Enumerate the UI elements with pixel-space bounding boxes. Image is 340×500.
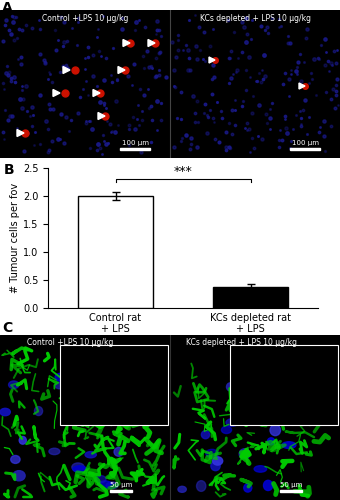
Ellipse shape (264, 480, 273, 490)
Polygon shape (63, 66, 70, 73)
Ellipse shape (197, 480, 206, 492)
Ellipse shape (106, 482, 118, 488)
Text: 100 μm: 100 μm (291, 140, 319, 146)
Text: C: C (2, 320, 12, 334)
Ellipse shape (247, 370, 256, 381)
Ellipse shape (92, 378, 105, 388)
Ellipse shape (239, 358, 251, 368)
Text: Control +LPS 10 μg/kg: Control +LPS 10 μg/kg (27, 338, 113, 347)
Ellipse shape (123, 360, 136, 368)
Polygon shape (53, 90, 60, 96)
Text: 50 μm: 50 μm (280, 482, 302, 488)
Bar (120, 148, 150, 150)
Text: ***: *** (174, 164, 192, 177)
Ellipse shape (178, 486, 186, 492)
Ellipse shape (268, 438, 275, 445)
Ellipse shape (95, 476, 106, 483)
Ellipse shape (72, 463, 84, 471)
Ellipse shape (0, 408, 10, 416)
Ellipse shape (244, 484, 252, 492)
Text: 50 μm: 50 μm (110, 482, 132, 488)
Polygon shape (17, 130, 24, 136)
Ellipse shape (211, 462, 220, 470)
Ellipse shape (76, 396, 88, 404)
Ellipse shape (11, 456, 20, 464)
Ellipse shape (282, 442, 296, 448)
Bar (290, 148, 320, 150)
Polygon shape (93, 90, 100, 96)
Text: Control +LPS 10 μg/kg: Control +LPS 10 μg/kg (42, 14, 128, 23)
Ellipse shape (201, 430, 210, 438)
Ellipse shape (282, 394, 290, 403)
Ellipse shape (290, 379, 303, 390)
Ellipse shape (75, 362, 88, 372)
Bar (230, 345, 338, 425)
Ellipse shape (61, 370, 72, 377)
Polygon shape (98, 112, 105, 119)
Text: KCs depleted + LPS 10 μg/kg: KCs depleted + LPS 10 μg/kg (187, 338, 298, 347)
Ellipse shape (55, 374, 65, 381)
Text: A: A (2, 0, 13, 14)
Ellipse shape (150, 372, 163, 380)
Ellipse shape (99, 481, 112, 488)
Polygon shape (118, 66, 125, 73)
Ellipse shape (125, 394, 132, 404)
Ellipse shape (19, 436, 26, 444)
Ellipse shape (239, 448, 250, 459)
Polygon shape (299, 83, 305, 89)
Bar (60, 345, 168, 425)
Ellipse shape (254, 466, 267, 472)
Bar (110, 490, 132, 492)
Ellipse shape (226, 418, 238, 426)
Ellipse shape (13, 470, 25, 481)
Ellipse shape (254, 397, 265, 404)
Polygon shape (209, 57, 215, 63)
Ellipse shape (120, 370, 131, 378)
Ellipse shape (206, 450, 218, 458)
Ellipse shape (118, 380, 130, 386)
Ellipse shape (212, 457, 223, 465)
Ellipse shape (270, 424, 280, 436)
Ellipse shape (221, 426, 232, 434)
Y-axis label: # Tumour cells per fov: # Tumour cells per fov (10, 183, 20, 293)
Polygon shape (148, 40, 155, 46)
Ellipse shape (235, 352, 249, 362)
Text: 100 μm: 100 μm (121, 140, 149, 146)
Ellipse shape (55, 382, 64, 389)
Bar (79, 196, 153, 308)
Ellipse shape (34, 406, 42, 416)
Ellipse shape (226, 383, 234, 391)
Ellipse shape (85, 452, 96, 458)
Ellipse shape (301, 359, 312, 369)
Ellipse shape (8, 381, 19, 388)
Ellipse shape (114, 448, 123, 456)
Polygon shape (123, 40, 130, 46)
Text: KCs depleted + LPS 10 μg/kg: KCs depleted + LPS 10 μg/kg (200, 14, 310, 23)
Ellipse shape (112, 380, 122, 388)
Bar (214, 286, 288, 308)
Ellipse shape (275, 383, 288, 394)
Bar (280, 490, 302, 492)
Ellipse shape (73, 466, 86, 472)
Text: B: B (3, 163, 14, 177)
Ellipse shape (49, 448, 60, 454)
